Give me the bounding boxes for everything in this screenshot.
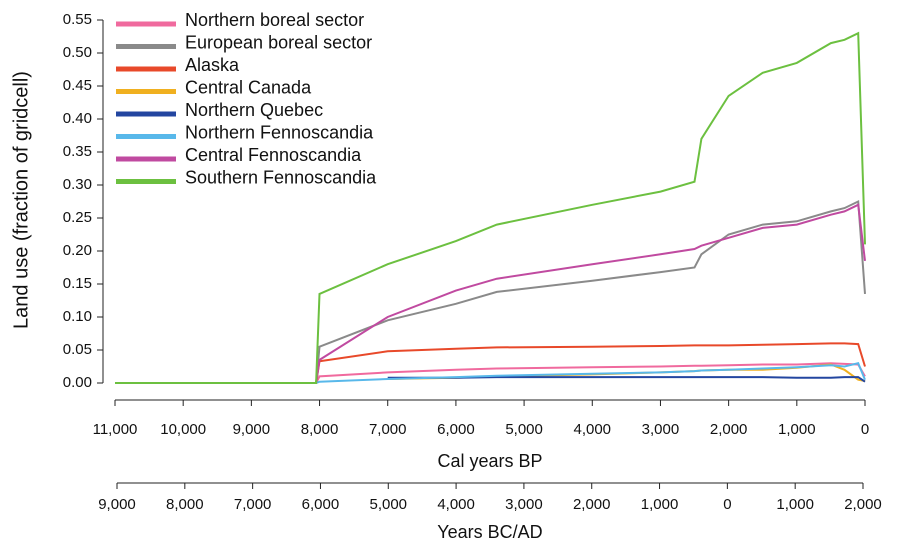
series-line [115,362,866,384]
x2-tick-label: 3,000 [505,496,543,513]
legend-label: Southern Fennoscandia [185,167,377,187]
x-tick-label: 6,000 [437,421,475,438]
y-axis-title: Land use (fraction of gridcell) [10,71,32,329]
x-tick-label: 5,000 [505,421,543,438]
y-tick-label: 0.45 [63,77,92,94]
x-tick-label: 1,000 [778,421,816,438]
legend-label: Central Fennoscandia [185,145,362,165]
x-tick-label: 10,000 [160,421,206,438]
series-line [115,342,866,384]
y-tick-label: 0.25 [63,209,92,226]
x2-tick-label: 0 [723,496,731,513]
x-tick-label: 8,000 [301,421,339,438]
x-tick-label: 3,000 [642,421,680,438]
series-line [115,199,866,384]
y-tick-label: 0.15 [63,275,92,292]
y-tick-label: 0.50 [63,44,92,61]
legend-label: Northern Fennoscandia [185,122,374,142]
x2-tick-label: 1,000 [776,496,814,513]
x-tick-label: 7,000 [369,421,407,438]
x2-tick-label: 7,000 [234,496,272,513]
y-tick-label: 0.30 [63,176,92,193]
x2-tick-label: 5,000 [369,496,407,513]
x2-tick-label: 1,000 [641,496,679,513]
x2-tick-label: 2,000 [573,496,611,513]
x-axis-title: Cal years BP [437,451,542,471]
y-tick-label: 0.05 [63,341,92,358]
legend-label: Alaska [185,55,240,75]
legend-label: Northern Quebec [185,100,323,120]
y-tick-label: 0.10 [63,308,92,325]
y-tick-label: 0.55 [63,11,92,28]
x-tick-label: 0 [861,421,869,438]
x-tick-label: 9,000 [233,421,271,438]
series-line [115,203,866,384]
x-tick-label: 11,000 [93,421,138,438]
x2-tick-label: 4,000 [437,496,475,513]
y-tick-label: 0.00 [63,374,92,391]
series-line [115,363,866,384]
y-tick-label: 0.35 [63,143,92,160]
series-line [115,31,866,384]
legend-label: Central Canada [185,77,312,97]
x-tick-label: 2,000 [710,421,748,438]
y-tick-label: 0.20 [63,242,92,259]
x2-tick-label: 8,000 [166,496,204,513]
x2-tick-label: 9,000 [98,496,136,513]
x2-tick-label: 2,000 [844,496,882,513]
x-tick-label: 4,000 [573,421,611,438]
legend-label: Northern boreal sector [185,10,364,30]
y-tick-label: 0.40 [63,110,92,127]
series-line [115,362,866,384]
x2-tick-label: 6,000 [302,496,340,513]
x2-axis-title: Years BC/AD [437,522,542,542]
legend-label: European boreal sector [185,32,372,52]
